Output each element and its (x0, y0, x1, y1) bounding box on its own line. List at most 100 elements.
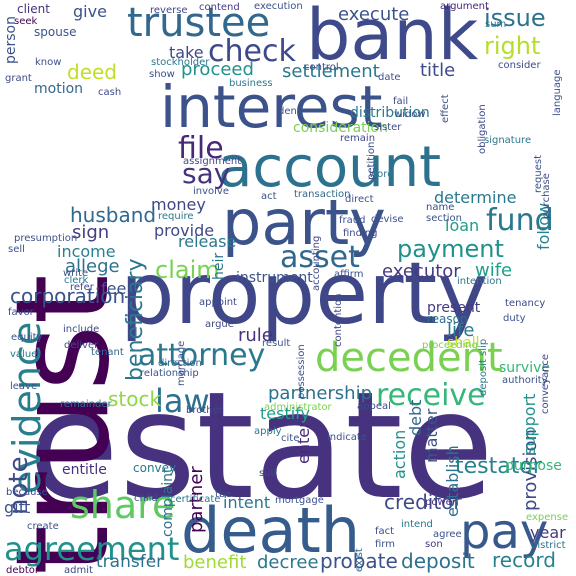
word-proceeding: proceeding (422, 340, 478, 351)
word-fail: fail (393, 96, 409, 107)
word-consider: consider (498, 60, 541, 71)
word-petition: petition (366, 142, 377, 181)
word-reverse: reverse (150, 5, 188, 16)
word-provide: provide (154, 221, 215, 240)
word-exist: exist (354, 548, 365, 572)
word-give: give (73, 2, 107, 21)
word-loan: loan (445, 216, 480, 235)
word-appeal: appeal (357, 401, 391, 412)
word-conveyance: conveyance (540, 353, 551, 414)
word-intent: intent (223, 493, 271, 512)
word-file: file (178, 131, 224, 166)
word-relationship: relationship (140, 368, 199, 379)
word-equity: equity (11, 332, 43, 343)
word-purpose: purpose (505, 458, 562, 474)
word-indicate: indicate (327, 432, 367, 443)
word-require: require (158, 211, 194, 222)
word-assignment: assignment (183, 156, 242, 167)
word-direction: direction (158, 358, 202, 369)
word-argue: argue (205, 319, 234, 330)
word-client: client (17, 2, 50, 16)
word-release: release (178, 232, 237, 251)
word-entitle: entitle (62, 462, 107, 478)
word-support: support (520, 393, 539, 455)
word-fact: fact (375, 526, 395, 537)
word-debtor: debtor (6, 565, 39, 576)
word-contend: contend (199, 2, 240, 13)
word-payment: payment (397, 235, 504, 263)
word-leave: leave (10, 381, 38, 392)
word-tenant: tenant (91, 347, 124, 358)
word-district: district (531, 540, 566, 551)
word-expense: expense (526, 512, 569, 523)
word-act: act (261, 191, 277, 202)
word-settlement: settlement (282, 61, 380, 82)
word-suit: suit (259, 468, 278, 479)
word-sum: sum (485, 19, 507, 30)
word-receive: receive (376, 378, 486, 413)
word-husband: husband (70, 203, 157, 227)
word-income: income (57, 242, 116, 261)
word-deposit-slip: deposit slip (478, 338, 489, 396)
word-life: life (447, 320, 475, 341)
word-sell: sell (8, 244, 25, 255)
word-estate: estate (28, 360, 494, 532)
word-affirm: affirm (334, 269, 364, 280)
word-show: show (149, 69, 175, 80)
word-death: death (181, 494, 361, 567)
word-claim: claim (155, 256, 220, 284)
word-deposit: deposit (401, 549, 475, 573)
word-take: take (169, 43, 204, 62)
word-deliver: deliver (64, 340, 99, 351)
word-agreement: agreement (4, 530, 180, 568)
word-language: language (552, 69, 563, 117)
word-attorney: attorney (138, 338, 266, 373)
word-fee: fee (101, 279, 127, 298)
word-section: section (426, 213, 463, 224)
word-right: right (484, 32, 541, 60)
word-asset: asset (280, 240, 360, 275)
word-agree: agree (433, 529, 462, 540)
word-execute: execute (338, 4, 410, 25)
word-bank: bank (306, 0, 479, 76)
word-refer: refer (70, 282, 94, 293)
word-allege: allege (65, 256, 120, 277)
word-cash: cash (98, 87, 122, 98)
word-include: include (63, 324, 100, 335)
word-party: party (222, 186, 386, 259)
word-admit: admit (64, 565, 93, 576)
word-favor: favor (8, 307, 34, 318)
word-instrument: instrument (236, 270, 313, 286)
word-testator: testator (455, 454, 542, 479)
word-administrator: administrator (264, 402, 332, 413)
word-convey: convey (133, 461, 177, 475)
word-intention: intention (457, 276, 502, 287)
word-duty: duty (503, 313, 526, 324)
word-interest: interest (160, 73, 383, 141)
word-check: check (208, 34, 296, 69)
word-seek: seek (14, 16, 38, 27)
word-consideration: consideration (293, 120, 388, 136)
word-remain: remain (340, 133, 376, 144)
word-cite: cite (281, 433, 300, 444)
word-business: business (229, 78, 273, 89)
word-trustee: trustee (127, 0, 271, 46)
word-matter: matter (422, 408, 441, 463)
word-shall: shall (447, 335, 480, 351)
word-present: present (427, 300, 481, 316)
word-firm: firm (375, 539, 395, 550)
word-know: know (35, 57, 62, 68)
word-transfer: transfer (96, 552, 164, 572)
word-widow: widow (394, 109, 426, 120)
word-creditor: creditor (384, 490, 462, 514)
word-executor: executor (382, 261, 461, 282)
word-create: create (27, 521, 59, 532)
word-intend: intend (401, 519, 433, 530)
word-spouse: spouse (34, 25, 77, 39)
word-son: son (425, 539, 443, 550)
word-effect: effect (440, 94, 451, 123)
word-devise: devise (371, 214, 404, 225)
word-decree: decree (257, 552, 319, 573)
word-distribution: distribution (350, 105, 430, 121)
